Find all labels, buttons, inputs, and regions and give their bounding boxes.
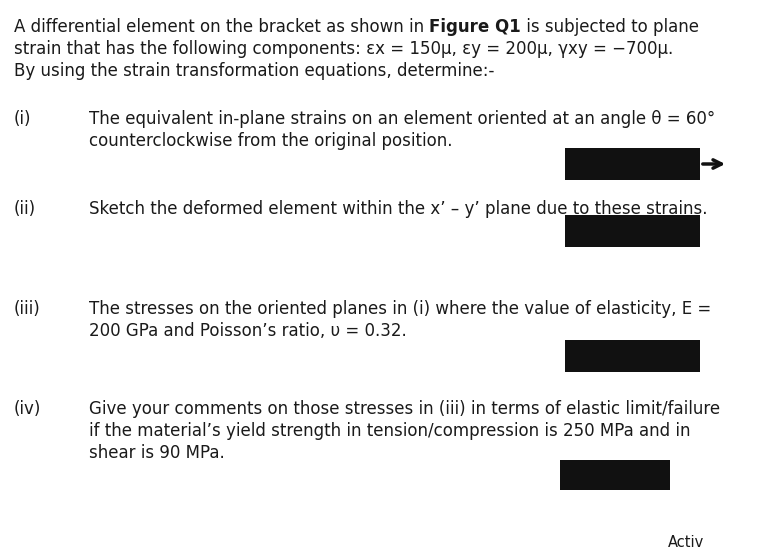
Text: counterclockwise from the original position.: counterclockwise from the original posit… <box>89 132 452 150</box>
Text: The stresses on the oriented planes in (i) where the value of elasticity, E =: The stresses on the oriented planes in (… <box>89 300 711 318</box>
Text: (i): (i) <box>14 110 32 128</box>
Text: Sketch the deformed element within the x’ – y’ plane due to these strains.: Sketch the deformed element within the x… <box>89 200 707 218</box>
Text: (iv): (iv) <box>14 400 42 418</box>
Text: Give your comments on those stresses in (iii) in terms of elastic limit/failure: Give your comments on those stresses in … <box>89 400 720 418</box>
Text: 200 GPa and Poisson’s ratio, υ = 0.32.: 200 GPa and Poisson’s ratio, υ = 0.32. <box>89 322 407 340</box>
Text: A differential element on the bracket as shown in: A differential element on the bracket as… <box>14 18 429 36</box>
Bar <box>560 460 670 490</box>
Bar <box>565 215 700 247</box>
Text: shear is 90 MPa.: shear is 90 MPa. <box>89 444 225 462</box>
Text: Activ: Activ <box>668 535 704 550</box>
Text: is subjected to plane: is subjected to plane <box>521 18 699 36</box>
Text: The equivalent in-plane strains on an element oriented at an angle θ = 60°: The equivalent in-plane strains on an el… <box>89 110 715 128</box>
Text: if the material’s yield strength in tension/compression is 250 MPa and in: if the material’s yield strength in tens… <box>89 422 691 440</box>
Text: (iii): (iii) <box>14 300 41 318</box>
Text: Figure Q1: Figure Q1 <box>429 18 521 36</box>
Text: strain that has the following components: εx = 150μ, εy = 200μ, γxy = −700μ.: strain that has the following components… <box>14 40 673 58</box>
Bar <box>565 148 700 180</box>
Bar <box>565 340 700 372</box>
Text: By using the strain transformation equations, determine:-: By using the strain transformation equat… <box>14 62 494 80</box>
Text: (ii): (ii) <box>14 200 36 218</box>
